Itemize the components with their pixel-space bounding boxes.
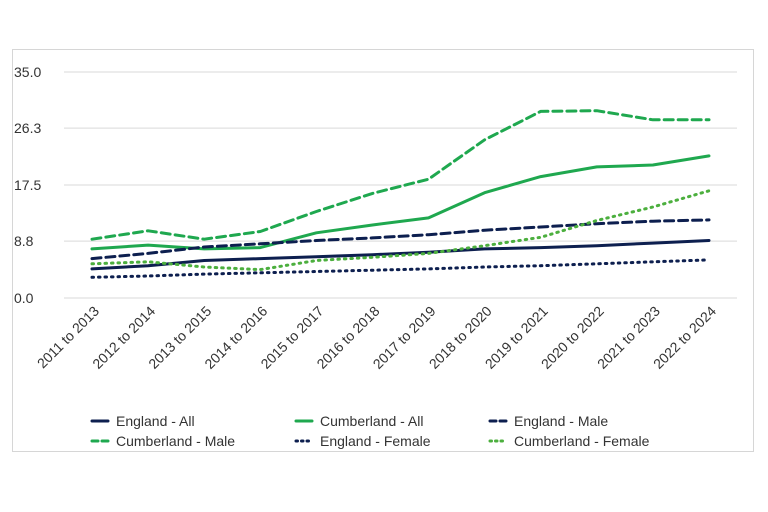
series-line-4 [90,258,711,279]
legend-label: Cumberland - Female [514,433,650,449]
legend-label: England - All [116,413,195,429]
gridlines [64,71,737,299]
legend-label: Cumberland - Male [116,433,235,449]
series-lines [90,109,711,279]
legend: England - All Cumberland - All England - M… [90,413,650,449]
legend-label: Cumberland - All [320,413,424,429]
series-line-5 [90,189,711,272]
legend-label: England - Female [320,433,431,449]
y-axis: 0.0 8.8 17.5 26.3 35.0 [14,64,41,306]
y-tick-label: 35.0 [14,64,41,80]
series-line-3 [90,109,711,241]
series-line-2 [90,218,711,261]
legend-label: England - Male [514,413,608,429]
y-tick-label: 17.5 [14,177,41,193]
y-tick-label: 8.8 [14,233,34,249]
series-line-0 [90,239,711,271]
y-tick-label: 26.3 [14,120,41,136]
y-tick-label: 0.0 [14,290,34,306]
